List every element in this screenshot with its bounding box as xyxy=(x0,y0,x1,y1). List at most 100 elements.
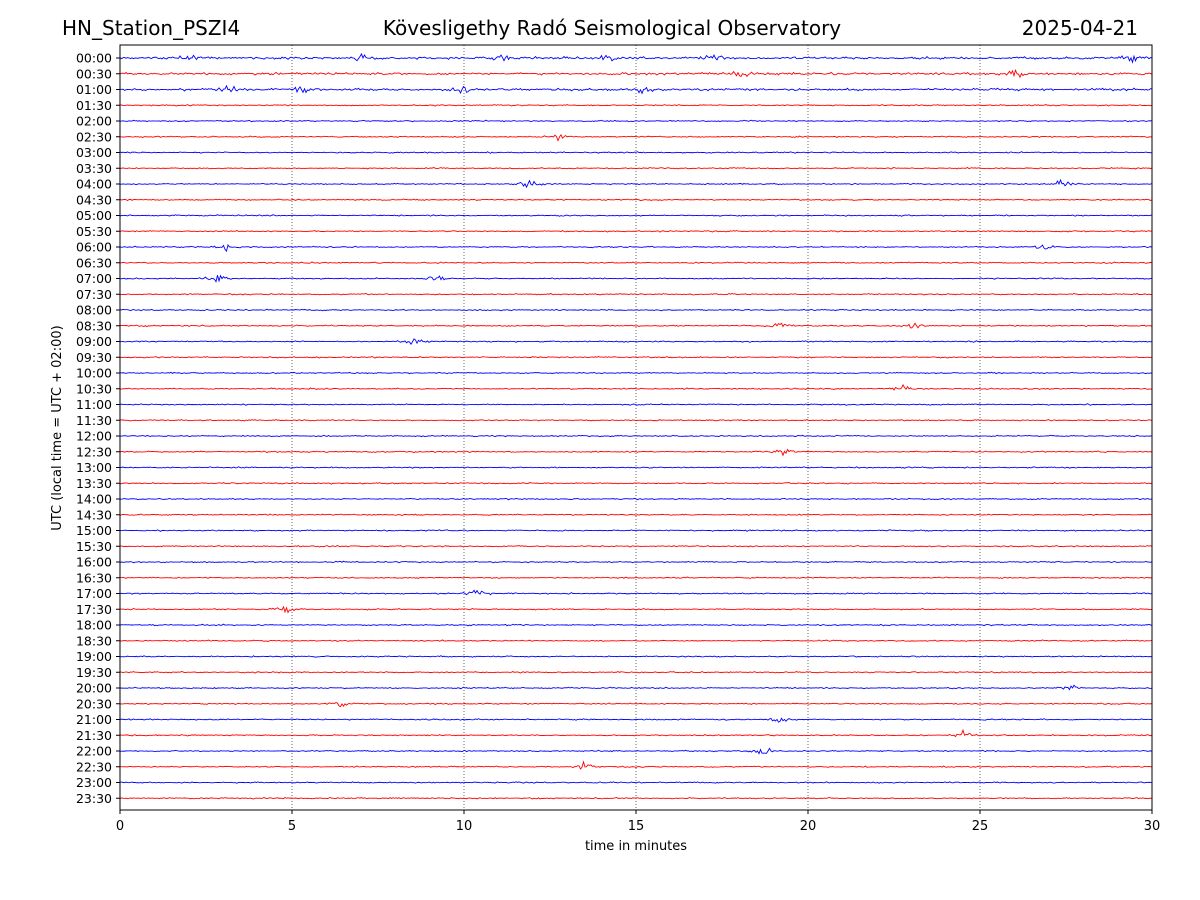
trace-1300 xyxy=(119,466,1153,469)
trace-0030 xyxy=(119,68,1153,79)
trace-0830 xyxy=(119,322,1153,329)
x-tick-label: 0 xyxy=(116,819,124,834)
trace-2300 xyxy=(119,781,1153,784)
traces xyxy=(119,52,1153,800)
trace-1630 xyxy=(119,576,1153,580)
trace-1100 xyxy=(119,403,1153,406)
trace-0730 xyxy=(119,292,1153,296)
trace-1000 xyxy=(119,371,1153,375)
y-tick-label: 17:30 xyxy=(76,602,112,617)
y-tick-label: 21:30 xyxy=(76,728,112,743)
y-tick-label: 12:30 xyxy=(76,444,112,459)
trace-1930 xyxy=(119,670,1153,674)
trace-1900 xyxy=(119,655,1153,658)
y-tick-label: 06:30 xyxy=(76,255,112,270)
trace-2200 xyxy=(119,747,1153,755)
y-tick-label: 16:00 xyxy=(76,555,112,570)
trace-0200 xyxy=(119,119,1153,123)
y-tick-label: 14:00 xyxy=(76,492,112,507)
trace-0600 xyxy=(119,244,1153,253)
trace-1530 xyxy=(119,544,1153,548)
y-tick-label: 22:30 xyxy=(76,759,112,774)
y-tick-label: 20:00 xyxy=(76,681,112,696)
y-tick-label: 10:30 xyxy=(76,381,112,396)
chart-date: 2025-04-21 xyxy=(1021,16,1138,40)
y-tick-label: 15:30 xyxy=(76,539,112,554)
y-tick-label: 09:30 xyxy=(76,350,112,365)
trace-1030 xyxy=(119,383,1153,391)
trace-1330 xyxy=(119,482,1153,485)
y-tick-label: 00:30 xyxy=(76,66,112,81)
y-tick-label: 07:00 xyxy=(76,271,112,286)
trace-1830 xyxy=(119,639,1153,642)
y-tick-label: 03:00 xyxy=(76,145,112,160)
x-tick-label: 15 xyxy=(628,819,645,834)
y-tick-label: 08:00 xyxy=(76,303,112,318)
y-tick-label: 10:00 xyxy=(76,366,112,381)
y-tick-label: 00:00 xyxy=(76,51,112,66)
trace-2230 xyxy=(120,760,1153,770)
trace-2030 xyxy=(119,701,1152,708)
trace-1730 xyxy=(119,605,1153,614)
y-tick-label: 11:30 xyxy=(76,413,112,428)
x-tick-label: 20 xyxy=(800,819,817,834)
gridlines xyxy=(291,45,981,810)
x-tick-label: 30 xyxy=(1144,819,1161,834)
trace-1230 xyxy=(119,448,1153,457)
y-tick-label: 16:30 xyxy=(76,570,112,585)
y-tick-label: 23:00 xyxy=(76,775,112,790)
y-tick-label: 11:00 xyxy=(76,397,112,412)
trace-0130 xyxy=(119,104,1153,107)
y-tick-label: 06:00 xyxy=(76,240,112,255)
y-tick-label: 02:30 xyxy=(76,129,112,144)
y-tick-label: 04:30 xyxy=(76,192,112,207)
trace-1700 xyxy=(119,589,1153,596)
trace-1400 xyxy=(119,497,1153,501)
y-tick-label: 22:00 xyxy=(76,744,112,759)
y-tick-label: 13:30 xyxy=(76,476,112,491)
y-tick-label: 18:00 xyxy=(76,618,112,633)
trace-1200 xyxy=(119,434,1153,438)
y-tick-label: 21:00 xyxy=(76,712,112,727)
y-tick-label: 23:30 xyxy=(76,791,112,806)
trace-0900 xyxy=(119,338,1153,346)
x-tick-label: 25 xyxy=(972,819,989,834)
x-tick-label: 10 xyxy=(456,819,473,834)
y-tick-label: 07:30 xyxy=(76,287,112,302)
trace-0230 xyxy=(119,133,1153,142)
y-tick-label: 08:30 xyxy=(76,318,112,333)
trace-0700 xyxy=(119,274,1153,283)
y-tick-label: 03:30 xyxy=(76,161,112,176)
y-tick-label: 19:00 xyxy=(76,649,112,664)
trace-0000 xyxy=(119,52,1153,64)
trace-0300 xyxy=(119,151,1153,154)
y-tick-label: 01:00 xyxy=(76,82,112,97)
x-tick-label: 5 xyxy=(288,819,296,834)
trace-1130 xyxy=(119,418,1153,422)
y-tick-label: 12:00 xyxy=(76,429,112,444)
y-tick-label: 04:00 xyxy=(76,177,112,192)
x-axis-label: time in minutes xyxy=(585,839,687,854)
chart-title: Kövesligethy Radó Seismological Observat… xyxy=(382,16,842,40)
y-tick-label: 09:00 xyxy=(76,334,112,349)
trace-0930 xyxy=(119,355,1153,359)
trace-2100 xyxy=(119,717,1153,723)
trace-0500 xyxy=(119,214,1153,217)
y-tick-label: 20:30 xyxy=(76,696,112,711)
y-tick-label: 14:30 xyxy=(76,507,112,522)
x-axis: 0 5 10 15 20 25 30 xyxy=(116,810,1160,834)
y-tick-label: 17:00 xyxy=(76,586,112,601)
y-tick-label: 01:30 xyxy=(76,98,112,113)
trace-1800 xyxy=(119,623,1153,627)
y-tick-label: 05:30 xyxy=(76,224,112,239)
y-tick-label: 19:30 xyxy=(76,665,112,680)
trace-0430 xyxy=(119,198,1153,202)
trace-1430 xyxy=(119,513,1153,517)
y-axis: 00:0000:3001:0001:3002:0002:3003:0003:30… xyxy=(76,51,120,806)
y-axis-label: UTC (local time = UTC + 02:00) xyxy=(50,325,65,530)
y-tick-label: 02:00 xyxy=(76,114,112,129)
trace-2000 xyxy=(119,684,1153,691)
trace-0800 xyxy=(119,308,1153,312)
trace-0330 xyxy=(119,166,1153,170)
